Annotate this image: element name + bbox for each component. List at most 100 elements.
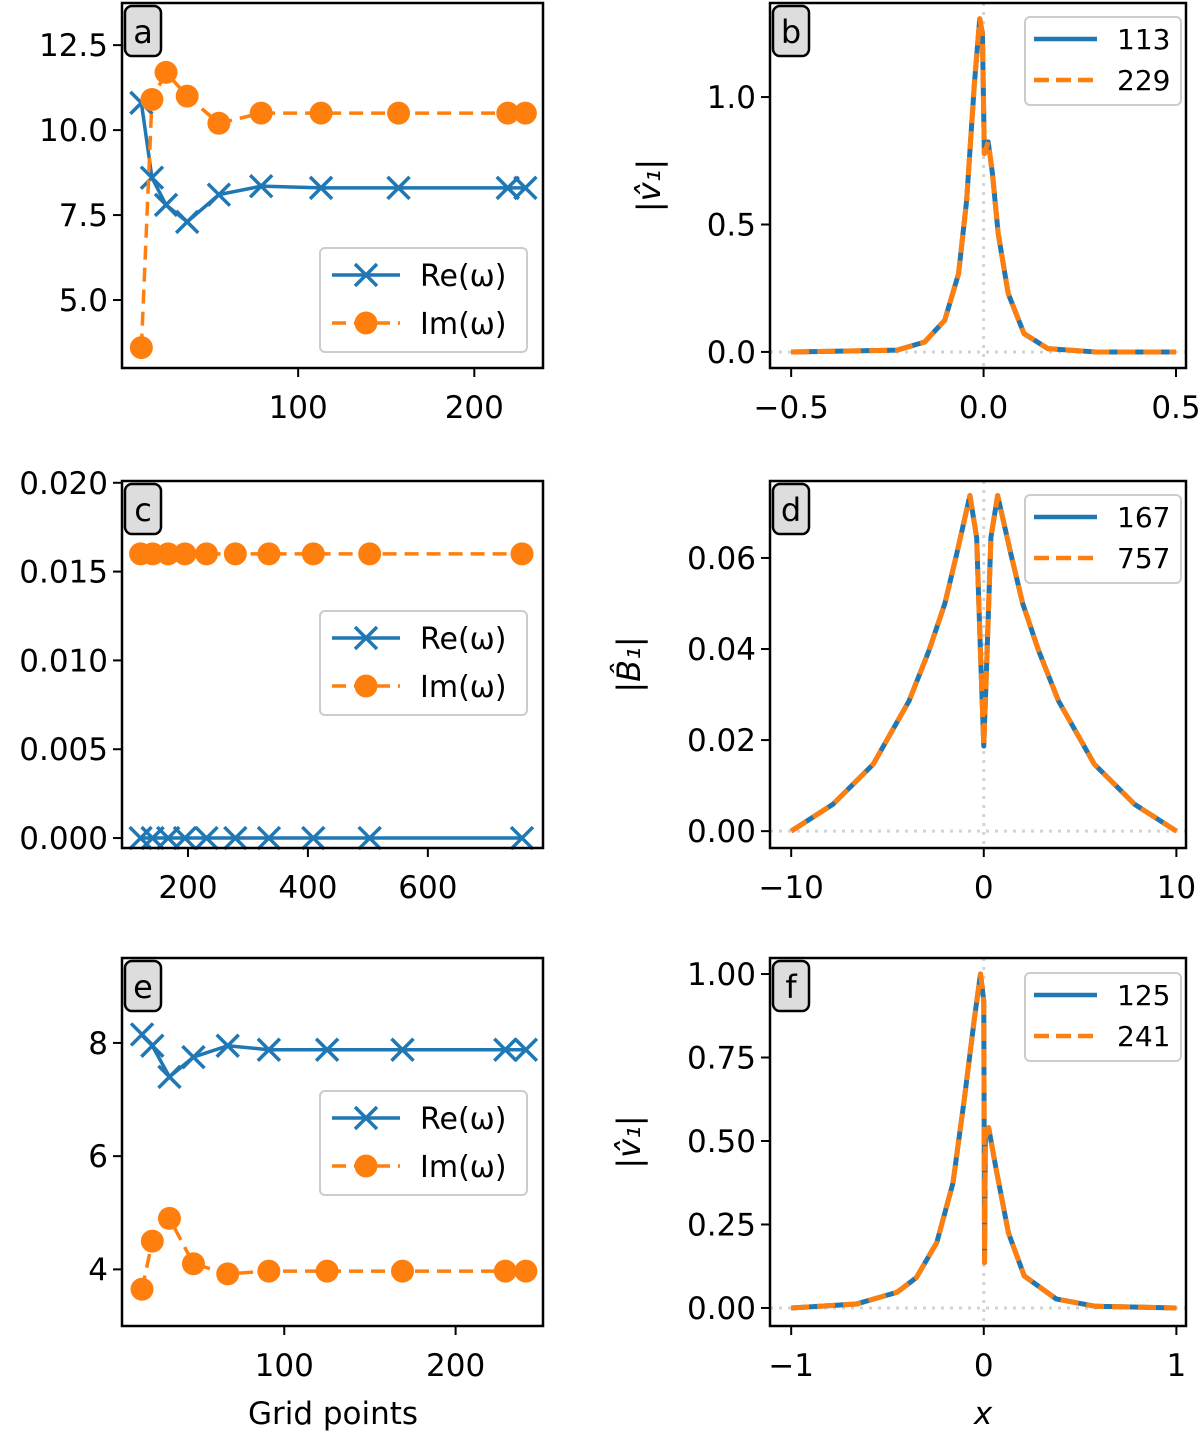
x-tick-label: 200 <box>426 1348 485 1384</box>
legend-label: 241 <box>1117 1020 1170 1053</box>
data-point-im <box>257 542 281 566</box>
x-tick-label: 400 <box>278 870 337 906</box>
data-point-im <box>514 1259 538 1283</box>
x-tick-label: 0.5 <box>1151 390 1200 426</box>
legend-marker-x <box>353 1105 379 1131</box>
data-point-re <box>128 825 153 851</box>
y-tick-label: 0.00 <box>687 814 756 850</box>
x-tick-label: 600 <box>398 870 457 906</box>
x-tick-label: 10 <box>1157 870 1196 906</box>
y-axis-label: |B̂₁| <box>610 636 648 692</box>
panel-label: f <box>785 968 797 1006</box>
data-point-im <box>157 1206 181 1230</box>
y-tick-label: 8 <box>88 1026 108 1062</box>
data-point-im <box>195 542 219 566</box>
legend-label: 125 <box>1117 979 1170 1012</box>
y-tick-label: 0.50 <box>687 1124 756 1160</box>
axes-frame <box>768 479 1188 850</box>
data-point-re <box>256 825 282 851</box>
y-tick-label: 0.010 <box>19 643 108 679</box>
panel-label-box <box>771 4 811 58</box>
data-point-im <box>140 1229 164 1253</box>
subplot-b: −0.5 0.0 0.5 0.0 0.5 1.0 |v̂₁| b 113 229 <box>630 1 1200 426</box>
panel-label-box <box>123 959 163 1013</box>
data-point-re <box>493 1037 518 1062</box>
data-point-re <box>301 825 326 851</box>
panel-label-box <box>123 4 163 58</box>
x-tick-label: 100 <box>255 1348 314 1384</box>
y-tick-label: 1.0 <box>707 80 756 116</box>
data-point-im <box>390 1259 414 1283</box>
data-point-im <box>387 101 411 125</box>
data-point-im <box>216 1262 240 1286</box>
axes-frame <box>120 956 545 1328</box>
data-point-im <box>358 542 382 566</box>
data-point-im <box>309 101 333 125</box>
data-point-im <box>173 542 197 566</box>
subplot-c: 200 400 600 0.000 0.005 0.010 0.015 0.020 c Re(ω)… <box>19 466 545 906</box>
panel-label: c <box>134 491 152 529</box>
y-axis-label: |v̂₁| <box>610 1115 648 1168</box>
x-tick-label: 0 <box>974 870 994 906</box>
y-tick-label: 0.020 <box>19 466 108 502</box>
x-tick-label: 1 <box>1167 1348 1187 1384</box>
x-tick-label: −0.5 <box>754 390 829 426</box>
x-tick-label: −10 <box>758 870 823 906</box>
y-axis-label: |v̂₁| <box>630 159 668 212</box>
data-point-re <box>153 192 179 218</box>
panel-label: a <box>133 13 153 51</box>
y-tick-label: 7.5 <box>59 198 108 234</box>
y-tick-label: 6 <box>88 1139 108 1175</box>
legend-marker-circle <box>354 311 378 335</box>
legend-marker-circle <box>354 1154 378 1178</box>
axes-frame <box>120 1 545 370</box>
data-point-im <box>301 542 325 566</box>
y-tick-label: 0.06 <box>687 541 756 577</box>
subplot-d: −10 0 10 0.00 0.02 0.04 0.06 |B̂₁| d 167 757 <box>610 479 1196 906</box>
data-point-re <box>308 175 334 201</box>
data-point-re <box>172 825 198 851</box>
panel-label: d <box>781 491 801 529</box>
legend-label: 167 <box>1117 501 1170 534</box>
data-point-im <box>154 60 178 84</box>
data-point-im <box>496 101 520 125</box>
x-tick-label: 0 <box>974 1348 994 1384</box>
series-line-re <box>139 102 526 225</box>
series-curve-757 <box>789 493 1178 834</box>
x-tick-label: 200 <box>445 390 504 426</box>
subplot-a: 100 200 5.0 7.5 10.0 12.5 a Re(ω) Im(ω) <box>39 1 545 426</box>
legend-label: Im(ω) <box>420 1150 507 1185</box>
x-tick-label: 100 <box>269 390 328 426</box>
x-axis-label: Grid points <box>248 1396 418 1432</box>
data-point-im <box>257 1259 281 1283</box>
legend-marker-circle <box>354 674 378 698</box>
data-point-re <box>513 1037 539 1062</box>
y-tick-label: 0.75 <box>687 1041 756 1077</box>
legend-marker-x <box>353 262 379 288</box>
data-point-re <box>181 1044 206 1070</box>
legend-label: 113 <box>1117 23 1170 56</box>
legend-label: Re(ω) <box>420 1102 506 1137</box>
legend-marker-x <box>353 625 379 651</box>
data-point-re <box>390 1037 415 1062</box>
y-tick-label: 10.0 <box>39 113 108 149</box>
y-tick-label: 0.02 <box>687 723 756 759</box>
x-axis-label: x <box>973 1396 993 1432</box>
data-point-im <box>140 88 164 112</box>
data-point-im <box>493 1259 517 1283</box>
data-point-re <box>386 175 411 201</box>
data-point-im <box>510 542 534 566</box>
data-point-im <box>156 542 180 566</box>
x-tick-label: −1 <box>768 1348 814 1384</box>
data-point-im <box>315 1259 339 1283</box>
panel-label-box <box>771 482 811 536</box>
data-point-re <box>215 1033 240 1058</box>
data-point-im <box>207 111 231 135</box>
x-tick-label: 0.0 <box>959 390 1008 426</box>
data-point-re <box>248 173 274 199</box>
y-tick-label: 0.000 <box>19 821 108 857</box>
y-tick-label: 0.5 <box>707 207 756 243</box>
legend-label: Re(ω) <box>420 259 506 294</box>
data-point-re <box>513 175 538 201</box>
panel-label-box <box>123 482 163 536</box>
